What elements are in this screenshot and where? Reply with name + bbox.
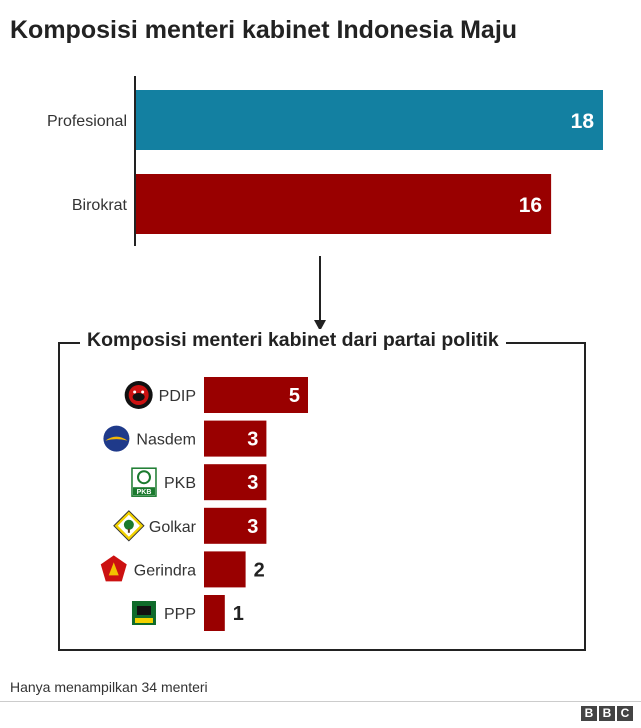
party-bar-chart: PDIP 5 Nasdem 3 PKB PKB 3 Golkar 3 Gerindra 2 PPP 1	[100, 377, 308, 631]
bar	[204, 420, 267, 457]
category-label: Nasdem	[136, 432, 196, 449]
category-label: Birokrat	[72, 197, 128, 214]
party-chart-title: Komposisi menteri kabinet dari partai po…	[80, 329, 506, 352]
category-label: Golkar	[149, 519, 197, 536]
value-label: 16	[519, 194, 542, 217]
value-label: 3	[247, 516, 258, 538]
bar	[204, 377, 308, 413]
gerindra-logo-icon	[100, 555, 127, 582]
nasdem-logo-icon	[103, 425, 130, 452]
footnote: Hanya menampilkan 34 menteri	[10, 679, 208, 695]
value-label: 18	[571, 110, 595, 133]
value-label: 2	[254, 559, 265, 581]
pkb-logo-icon: PKB	[131, 467, 157, 497]
bbc-logo-letter: B	[599, 706, 615, 721]
category-label: PDIP	[159, 388, 196, 405]
footer-divider	[0, 701, 641, 702]
bar	[204, 464, 267, 501]
bbc-logo: B B C	[581, 706, 633, 721]
value-label: 3	[247, 472, 258, 494]
category-label: Profesional	[47, 113, 127, 130]
bar	[204, 595, 225, 631]
chart-title: Komposisi menteri kabinet Indonesia Maju	[10, 16, 518, 44]
bbc-logo-letter: B	[581, 706, 597, 721]
down-arrow-icon	[314, 256, 326, 331]
ppp-logo-icon	[131, 601, 156, 625]
category-label: PKB	[164, 475, 196, 492]
pdip-logo-icon	[124, 381, 153, 409]
category-label: Gerindra	[134, 562, 196, 579]
value-label: 5	[289, 385, 300, 407]
bbc-logo-letter: C	[617, 706, 633, 721]
value-label: 3	[247, 429, 258, 451]
bar	[204, 551, 246, 588]
category-label: PPP	[164, 606, 196, 623]
top-bar-chart: Profesional 18 Birokrat 16	[47, 76, 603, 246]
bar	[136, 90, 603, 150]
svg-text:PKB: PKB	[137, 489, 152, 496]
value-label: 1	[233, 603, 244, 625]
golkar-logo-icon	[113, 510, 145, 542]
bar	[204, 507, 267, 544]
bar	[136, 174, 552, 234]
